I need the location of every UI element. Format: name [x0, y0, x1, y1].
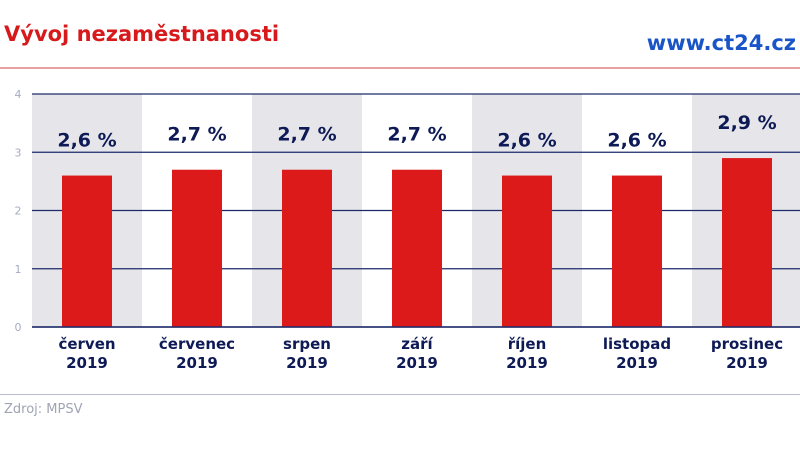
data-label: 2,7 %	[387, 124, 446, 146]
x-tick-year: 2019	[506, 354, 548, 372]
bar	[172, 169, 222, 327]
x-tick-year: 2019	[66, 354, 108, 372]
x-tick-label: září	[401, 335, 433, 353]
x-tick-label: červen	[58, 335, 115, 353]
x-tick-year: 2019	[616, 354, 658, 372]
x-tick-label: říjen	[508, 335, 547, 353]
x-tick-year: 2019	[176, 354, 218, 372]
bar	[282, 169, 332, 327]
x-tick-label: prosinec	[711, 335, 783, 353]
bar	[392, 169, 442, 327]
data-label: 2,7 %	[167, 124, 226, 146]
data-label: 2,9 %	[717, 112, 776, 134]
footer-divider	[0, 394, 800, 395]
y-tick-label: 3	[15, 146, 22, 159]
bar	[62, 175, 112, 327]
y-tick-label: 1	[15, 263, 22, 276]
bar	[502, 175, 552, 327]
brand-link[interactable]: www.ct24.cz	[646, 31, 796, 55]
y-tick-label: 4	[15, 88, 22, 101]
header-divider	[0, 67, 800, 69]
x-tick-year: 2019	[396, 354, 438, 372]
data-label: 2,7 %	[277, 124, 336, 146]
y-tick-label: 2	[15, 205, 22, 218]
y-tick-label: 0	[15, 321, 22, 334]
source-note: Zdroj: MPSV	[4, 402, 83, 417]
x-tick-label: listopad	[603, 335, 671, 353]
x-tick-label: červenec	[159, 335, 235, 353]
x-tick-year: 2019	[286, 354, 328, 372]
data-label: 2,6 %	[497, 130, 556, 152]
data-label: 2,6 %	[57, 130, 116, 152]
data-label: 2,6 %	[607, 130, 666, 152]
bar	[612, 175, 662, 327]
chart-title: Vývoj nezaměstnanosti	[4, 22, 280, 46]
x-tick-year: 2019	[726, 354, 768, 372]
bar	[722, 158, 772, 327]
x-tick-label: srpen	[283, 335, 331, 353]
